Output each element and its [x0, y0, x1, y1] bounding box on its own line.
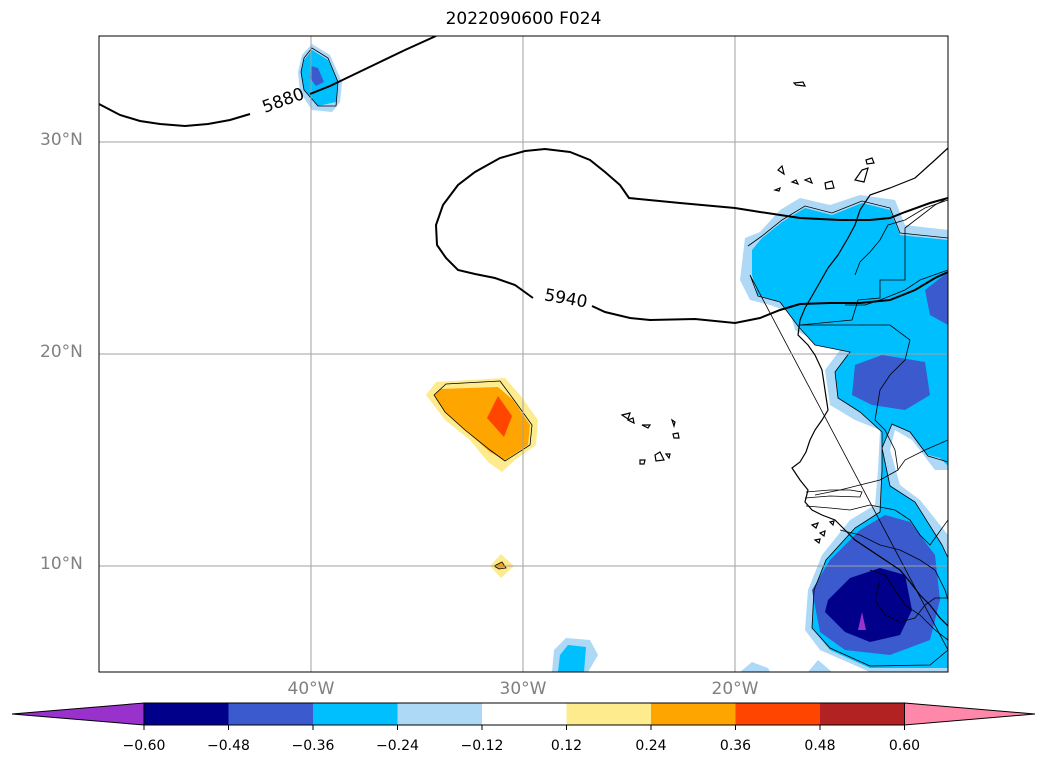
anomaly-contour-east: [747, 200, 948, 667]
anomaly-region-east-extreme: [858, 612, 866, 630]
colorbar-segment-6: [566, 703, 651, 725]
colorbar-label: −0.36: [291, 738, 335, 754]
africa-coastline: [791, 147, 948, 627]
anomaly-region-south-core: [558, 645, 586, 672]
colorbar-label: 0.60: [888, 738, 921, 754]
country-borders: [799, 197, 948, 641]
colorbar-label: 0.24: [635, 738, 667, 754]
colorbar-ticks: [143, 725, 905, 730]
contour-label-5940: 5940: [543, 285, 589, 312]
plot-frame: [98, 35, 949, 673]
anomaly-region-northwest-max: [310, 66, 324, 86]
colorbar-label: 0.48: [804, 738, 836, 754]
colorbar-label: 0.12: [550, 738, 583, 754]
filled-anomaly-layer: [298, 44, 948, 672]
colorbar-segment-9: [820, 703, 905, 725]
border-western-sahara: [799, 197, 948, 326]
colorbar-label: −0.12: [460, 738, 504, 754]
colorbar-segment-4: [397, 703, 482, 725]
border-mauritania: [800, 324, 911, 496]
cape-verde-islands: [620, 412, 680, 465]
colorbar-label: −0.60: [122, 738, 166, 754]
contour-label-5880: 5880: [260, 84, 307, 118]
lat-label-30n: 30°N: [40, 130, 83, 150]
coastlines: [620, 81, 948, 627]
anomaly-contours: [300, 47, 948, 667]
anomaly-region-east-min: [825, 568, 912, 642]
anomaly-contour-northwest: [300, 47, 339, 107]
bijagos-islands: [810, 520, 835, 545]
colorbar-extend-max: [904, 702, 1036, 726]
anomaly-contour-small: [493, 561, 507, 570]
border-sierra-leone-liberia: [874, 579, 948, 623]
anomaly-contour-positive: [433, 380, 533, 462]
canary-islands: [773, 157, 875, 192]
lon-label-20w: 20°W: [711, 679, 759, 699]
map-title: 2022090600 F024: [445, 9, 602, 29]
lat-label-10n: 10°N: [40, 554, 83, 574]
colorbar-label: −0.48: [207, 738, 250, 754]
border-mali: [845, 269, 948, 471]
lon-label-30w: 30°W: [499, 679, 547, 699]
colorbar-label: 0.36: [719, 738, 752, 754]
lon-label-40w: 40°W: [287, 679, 335, 699]
lat-label-20n: 20°N: [40, 342, 83, 362]
colorbar: [11, 702, 1036, 730]
contour-5880: [99, 36, 437, 128]
anomaly-region-positive-max: [487, 396, 512, 437]
anomaly-region-east-mid2: [925, 272, 948, 325]
contour-5940: [434, 147, 948, 325]
border-morocco-algeria: [854, 199, 948, 276]
colorbar-segment-8: [735, 703, 820, 725]
madeira-island: [792, 81, 807, 87]
anomaly-region-positive-core: [434, 387, 530, 460]
height-contours: [99, 36, 948, 325]
border-guinea: [805, 504, 948, 641]
colorbar-extend-min: [11, 702, 145, 726]
anomaly-region-east-small: [940, 452, 948, 466]
anomaly-region-southeast: [740, 660, 832, 672]
colorbar-label: −0.24: [376, 738, 419, 754]
anomaly-region-east-mid1: [852, 355, 930, 410]
gridlines: [99, 36, 948, 672]
colorbar-segment-5: [482, 703, 567, 725]
colorbar-segment-1: [144, 703, 229, 725]
border-senegal-gambia: [804, 489, 863, 499]
colorbar-frame: [143, 702, 905, 726]
colorbar-segment-7: [651, 703, 736, 725]
colorbar-segment-3: [313, 703, 398, 725]
colorbar-segment-2: [228, 703, 313, 725]
